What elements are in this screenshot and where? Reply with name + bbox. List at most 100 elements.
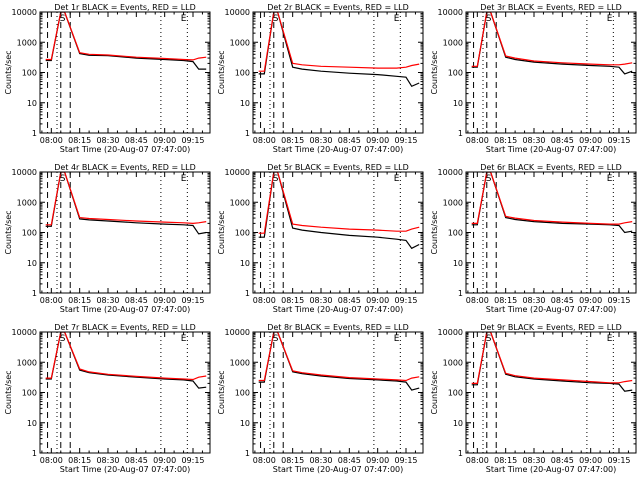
x-tick-label: 08:15 (494, 456, 517, 465)
y-tick-label: 100 (22, 389, 37, 398)
plot-title: Det 1r BLACK = Events, RED = LLD (54, 3, 196, 12)
start-marker-label: S (60, 14, 66, 24)
series-line-events (471, 12, 633, 75)
plot-panel-7: Det 7r BLACK = Events, RED = LLD S E 1 10 100… (4, 323, 211, 474)
x-tick-label: 08:00 (253, 136, 276, 145)
end-marker-label: E (607, 334, 613, 344)
plot-panel-4: Det 4r BLACK = Events, RED = LLD S E 1 10 100… (4, 163, 211, 314)
x-tick-label: 09:15 (181, 296, 204, 305)
y-tick-label: 1000 (17, 38, 37, 47)
y-tick-label: 1 (245, 449, 250, 458)
series-line-lld (471, 332, 633, 384)
end-marker-label: E (394, 14, 400, 24)
plot-panel-8: Det 8r BLACK = Events, RED = LLD S E 1 10 100… (217, 323, 424, 474)
y-tick-label: 1000 (17, 198, 37, 207)
plot-title: Det 5r BLACK = Events, RED = LLD (267, 163, 409, 172)
x-tick-label: 09:15 (181, 136, 204, 145)
x-tick-label: 08:45 (338, 296, 361, 305)
x-tick-label: 08:30 (96, 136, 119, 145)
x-tick-label: 08:15 (68, 456, 91, 465)
plot-frame (39, 171, 211, 294)
series-line-lld (471, 12, 633, 67)
series-line-events (471, 332, 633, 392)
x-tick-label: 09:00 (579, 456, 602, 465)
x-tick-label: 08:15 (494, 296, 517, 305)
series-line-lld (258, 172, 420, 234)
y-tick-label: 100 (448, 389, 463, 398)
y-tick-label: 10000 (438, 328, 463, 337)
y-tick-label: 100 (22, 69, 37, 78)
start-marker-label: S (60, 174, 66, 184)
y-axis-label: Counts/sec (217, 370, 226, 414)
y-tick-label: 1 (458, 289, 463, 298)
plot-frame (465, 331, 637, 454)
x-tick-label: 08:15 (281, 456, 304, 465)
x-tick-label: 09:00 (366, 296, 389, 305)
y-tick-label: 1 (32, 289, 37, 298)
y-tick-label: 100 (235, 69, 250, 78)
x-tick-label: 08:30 (96, 296, 119, 305)
y-tick-label: 100 (22, 229, 37, 238)
x-tick-label: 08:15 (281, 136, 304, 145)
y-axis-label: Counts/sec (430, 50, 439, 94)
x-tick-label: 08:00 (253, 456, 276, 465)
plot-frame (252, 171, 424, 294)
y-tick-label: 100 (448, 69, 463, 78)
end-marker-label: E (394, 174, 400, 184)
y-tick-label: 10 (27, 259, 37, 268)
y-axis-label: Counts/sec (430, 370, 439, 414)
x-tick-label: 09:00 (153, 136, 176, 145)
y-tick-label: 10000 (12, 168, 37, 177)
x-axis-label: Start Time (20-Aug-07 07:47:00) (60, 465, 191, 474)
series-line-lld (45, 332, 207, 381)
x-tick-label: 08:00 (253, 296, 276, 305)
y-tick-label: 1 (458, 129, 463, 138)
series-line-events (45, 332, 207, 389)
x-tick-label: 08:45 (125, 136, 148, 145)
y-tick-label: 1000 (443, 358, 463, 367)
x-tick-label: 08:45 (551, 296, 574, 305)
x-tick-label: 08:00 (40, 296, 63, 305)
series-line-events (258, 332, 420, 391)
plot-panel-6: Det 6r BLACK = Events, RED = LLD S E 1 10 100… (430, 163, 637, 314)
y-axis-label: Counts/sec (4, 210, 13, 254)
x-tick-label: 08:30 (522, 136, 545, 145)
series-line-lld (45, 172, 207, 226)
x-tick-label: 09:15 (394, 136, 417, 145)
end-marker-label: E (394, 334, 400, 344)
x-tick-label: 09:15 (394, 296, 417, 305)
y-tick-label: 10000 (12, 8, 37, 17)
y-tick-label: 100 (235, 229, 250, 238)
end-marker-label: E (181, 334, 187, 344)
y-tick-label: 10000 (225, 168, 250, 177)
plot-frame (252, 331, 424, 454)
plot-frame (39, 331, 211, 454)
x-axis-label: Start Time (20-Aug-07 07:47:00) (60, 305, 191, 314)
plot-title: Det 3r BLACK = Events, RED = LLD (480, 3, 622, 12)
x-tick-label: 09:15 (607, 456, 630, 465)
x-tick-label: 09:15 (607, 136, 630, 145)
x-axis-label: Start Time (20-Aug-07 07:47:00) (486, 465, 617, 474)
series-line-lld (258, 12, 420, 72)
end-marker-label: E (181, 174, 187, 184)
x-axis-label: Start Time (20-Aug-07 07:47:00) (273, 305, 404, 314)
x-tick-label: 08:30 (309, 296, 332, 305)
x-tick-label: 08:30 (522, 296, 545, 305)
plot-panel-2: Det 2r BLACK = Events, RED = LLD S E 1 10 100… (217, 3, 424, 154)
x-tick-label: 08:15 (281, 296, 304, 305)
plot-panel-3: Det 3r BLACK = Events, RED = LLD S E 1 10 100… (430, 3, 637, 154)
y-tick-label: 1000 (230, 198, 250, 207)
series-line-lld (258, 332, 420, 382)
y-tick-label: 10 (453, 99, 463, 108)
x-tick-label: 08:30 (96, 456, 119, 465)
x-tick-label: 09:00 (153, 456, 176, 465)
x-tick-label: 08:00 (40, 136, 63, 145)
x-tick-label: 08:45 (125, 296, 148, 305)
start-marker-label: S (486, 334, 492, 344)
y-tick-label: 10 (27, 419, 37, 428)
x-tick-label: 08:45 (338, 136, 361, 145)
x-tick-label: 08:45 (125, 456, 148, 465)
x-tick-label: 09:15 (607, 296, 630, 305)
x-tick-label: 08:15 (494, 136, 517, 145)
